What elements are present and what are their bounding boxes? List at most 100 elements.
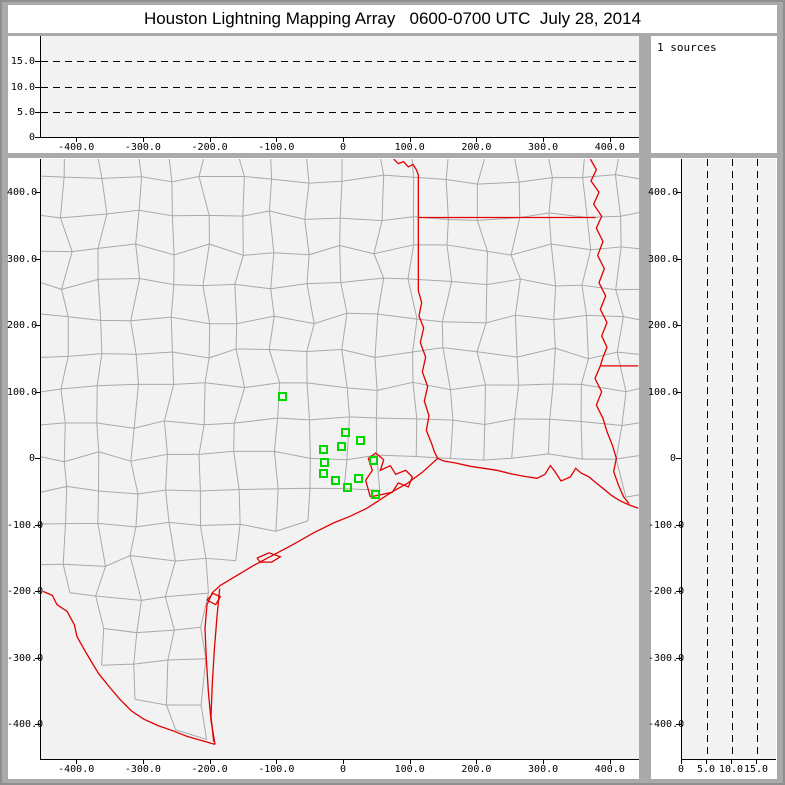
y-tick-label: 300.0 (7, 253, 38, 265)
state-border-coastline (205, 458, 638, 744)
y-axis-tick (676, 657, 681, 659)
state-border-coastline (394, 159, 419, 178)
altitude-ew-panel: 15.0 10.0 5.0 0 -400.0 -300.0 -200.0 -100.0 0 100… (8, 36, 639, 153)
x-tick-label: 400.0 (594, 142, 625, 153)
x-tick-label: 100.0 (394, 764, 425, 775)
y-axis-tick (35, 524, 40, 526)
y-tick-label: -300.0 (648, 652, 685, 664)
x-tick-label: -300.0 (124, 142, 161, 153)
state-border-coastline (366, 453, 413, 497)
lma-station-marker (371, 490, 381, 500)
x-axis-tick (409, 759, 411, 764)
x-axis-tick (476, 137, 478, 142)
y-tick-label: -100.0 (648, 519, 685, 531)
y-axis-tick (676, 591, 681, 592)
map-plot[interactable] (40, 159, 639, 760)
y-axis-tick (676, 258, 681, 260)
x-axis-tick (476, 759, 478, 764)
state-border-coastline (590, 159, 607, 366)
y-tick-label: -200.0 (7, 586, 44, 597)
x-tick-label: 300.0 (528, 142, 559, 153)
lma-station-marker (319, 445, 329, 455)
x-axis-tick (343, 759, 344, 764)
y-axis-tick (35, 61, 40, 63)
y-tick-label: 5.0 (16, 106, 35, 118)
sources-panel: 1 sources (651, 36, 777, 153)
x-tick-label: 300.0 (528, 764, 559, 775)
x-tick-label: 0 (339, 142, 347, 153)
lma-station-marker (354, 474, 363, 484)
y-axis-tick (35, 192, 40, 193)
y-axis-tick (676, 391, 681, 393)
window-title: Houston Lightning Mapping Array 0600-070… (8, 5, 777, 33)
y-axis-tick (35, 86, 40, 88)
x-tick-label: -400.0 (58, 142, 95, 153)
y-tick-label: 400.0 (648, 187, 679, 198)
altitude-gridline (41, 111, 639, 113)
y-tick-label: -300.0 (7, 652, 44, 664)
x-axis-tick (142, 137, 144, 142)
altitude-gridline (732, 159, 733, 759)
y-tick-label: 10.0 (10, 81, 35, 93)
y-axis-tick (35, 657, 40, 659)
lma-station-marker (331, 476, 341, 486)
x-axis-tick (706, 759, 707, 764)
county-map (41, 159, 639, 759)
state-border-coastline (207, 593, 220, 604)
state-border-coastline (418, 291, 437, 459)
county-boundaries (41, 159, 639, 740)
y-axis-tick (676, 524, 681, 526)
map-panel: 400.0 300.0 200.0 100.0 0 -100.0 -200.0 -300.0 -… (7, 158, 639, 779)
y-tick-label: -100.0 (7, 519, 44, 531)
x-tick-label: 400.0 (594, 764, 625, 775)
x-axis-tick (209, 137, 211, 142)
x-tick-label: 200.0 (461, 142, 492, 153)
lma-station-marker (356, 435, 365, 445)
x-axis-tick (276, 759, 278, 764)
x-axis-tick (276, 137, 278, 142)
state-border-coastline (257, 553, 280, 562)
y-tick-label: -200.0 (648, 586, 685, 597)
altitude-gridline (757, 159, 758, 759)
x-tick-label: 5.0 (696, 764, 716, 775)
y-tick-label: 300.0 (648, 253, 679, 265)
x-axis-tick (756, 759, 757, 764)
y-axis-tick (676, 192, 681, 193)
lma-station-marker (340, 427, 350, 437)
x-tick-label: -200.0 (191, 764, 228, 775)
x-tick-label: 10.0 (718, 764, 744, 775)
x-tick-label: 0 (677, 764, 685, 775)
x-axis-tick (609, 137, 611, 142)
x-tick-label: -100.0 (258, 764, 295, 775)
x-axis-tick (543, 759, 545, 764)
y-axis-tick (35, 111, 40, 113)
altitude-ns-plot[interactable] (681, 159, 776, 760)
y-tick-label: 100.0 (7, 386, 38, 398)
altitude-ew-plot[interactable] (40, 36, 639, 138)
state-border-coastline (595, 366, 629, 504)
altitude-gridline (41, 86, 639, 88)
y-axis-tick (676, 724, 681, 725)
x-axis-tick (142, 759, 144, 764)
y-tick-label: 200.0 (648, 320, 679, 331)
y-axis-tick (35, 391, 40, 393)
sources-count-label: 1 sources (657, 41, 717, 54)
x-axis-tick (343, 137, 344, 142)
x-axis-tick (209, 759, 211, 764)
y-axis-tick (35, 258, 40, 260)
lma-station-marker (368, 456, 378, 466)
lma-station-marker (337, 441, 347, 451)
x-tick-label: -400.0 (58, 764, 95, 775)
x-tick-label: -300.0 (124, 764, 161, 775)
lma-station-marker (342, 482, 352, 492)
x-tick-label: 200.0 (461, 764, 492, 775)
y-tick-label: 100.0 (648, 386, 679, 398)
state-border-coastline (211, 589, 220, 742)
x-axis-tick (609, 759, 611, 764)
y-axis-tick (35, 724, 40, 725)
x-tick-label: 100.0 (394, 142, 425, 153)
x-axis-tick (731, 759, 732, 764)
x-axis-tick (681, 759, 682, 764)
y-axis-tick (35, 458, 40, 459)
